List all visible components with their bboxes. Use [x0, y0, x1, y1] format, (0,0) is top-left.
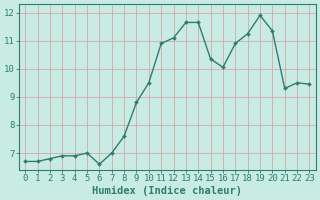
X-axis label: Humidex (Indice chaleur): Humidex (Indice chaleur)	[92, 186, 242, 196]
